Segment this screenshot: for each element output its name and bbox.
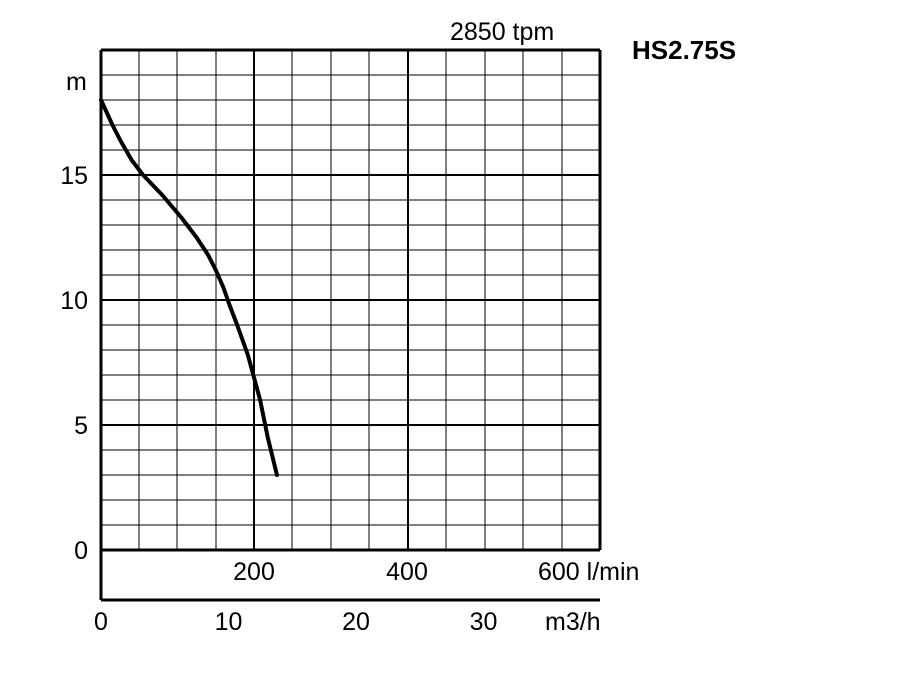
chart-title: HS2.75S bbox=[632, 35, 736, 65]
chart-subtitle: 2850 tpm bbox=[450, 18, 554, 46]
x-tick-labels-m3h: 0 10 20 30 m3/h bbox=[94, 608, 601, 636]
x-tick-label-m3h: 20 bbox=[342, 608, 370, 636]
y-axis-label: m bbox=[66, 68, 87, 96]
x-tick-labels-lpm: 200 400 600 l/min bbox=[233, 558, 639, 586]
x-tick-label-lpm: 600 l/min bbox=[538, 558, 639, 586]
y-tick-label: 15 bbox=[60, 162, 88, 190]
x-tick-label-m3h: 0 bbox=[94, 608, 108, 636]
y-tick-label: 5 bbox=[74, 412, 88, 440]
x-tick-label-m3h: 10 bbox=[215, 608, 243, 636]
curve-layer bbox=[99, 98, 279, 477]
x-tick-label-lpm: 400 bbox=[386, 558, 428, 586]
axes bbox=[99, 48, 602, 602]
x-tick-label-m3h: 30 bbox=[470, 608, 498, 636]
y-tick-label: 0 bbox=[74, 537, 88, 565]
y-tick-label: 10 bbox=[60, 287, 88, 315]
pump-curve-line bbox=[99, 98, 279, 477]
x-unit-label-m3h: m3/h bbox=[545, 608, 601, 636]
y-tick-labels: 0 5 10 15 bbox=[60, 162, 88, 565]
grid bbox=[101, 50, 600, 550]
x-tick-label-lpm: 200 bbox=[233, 558, 275, 586]
